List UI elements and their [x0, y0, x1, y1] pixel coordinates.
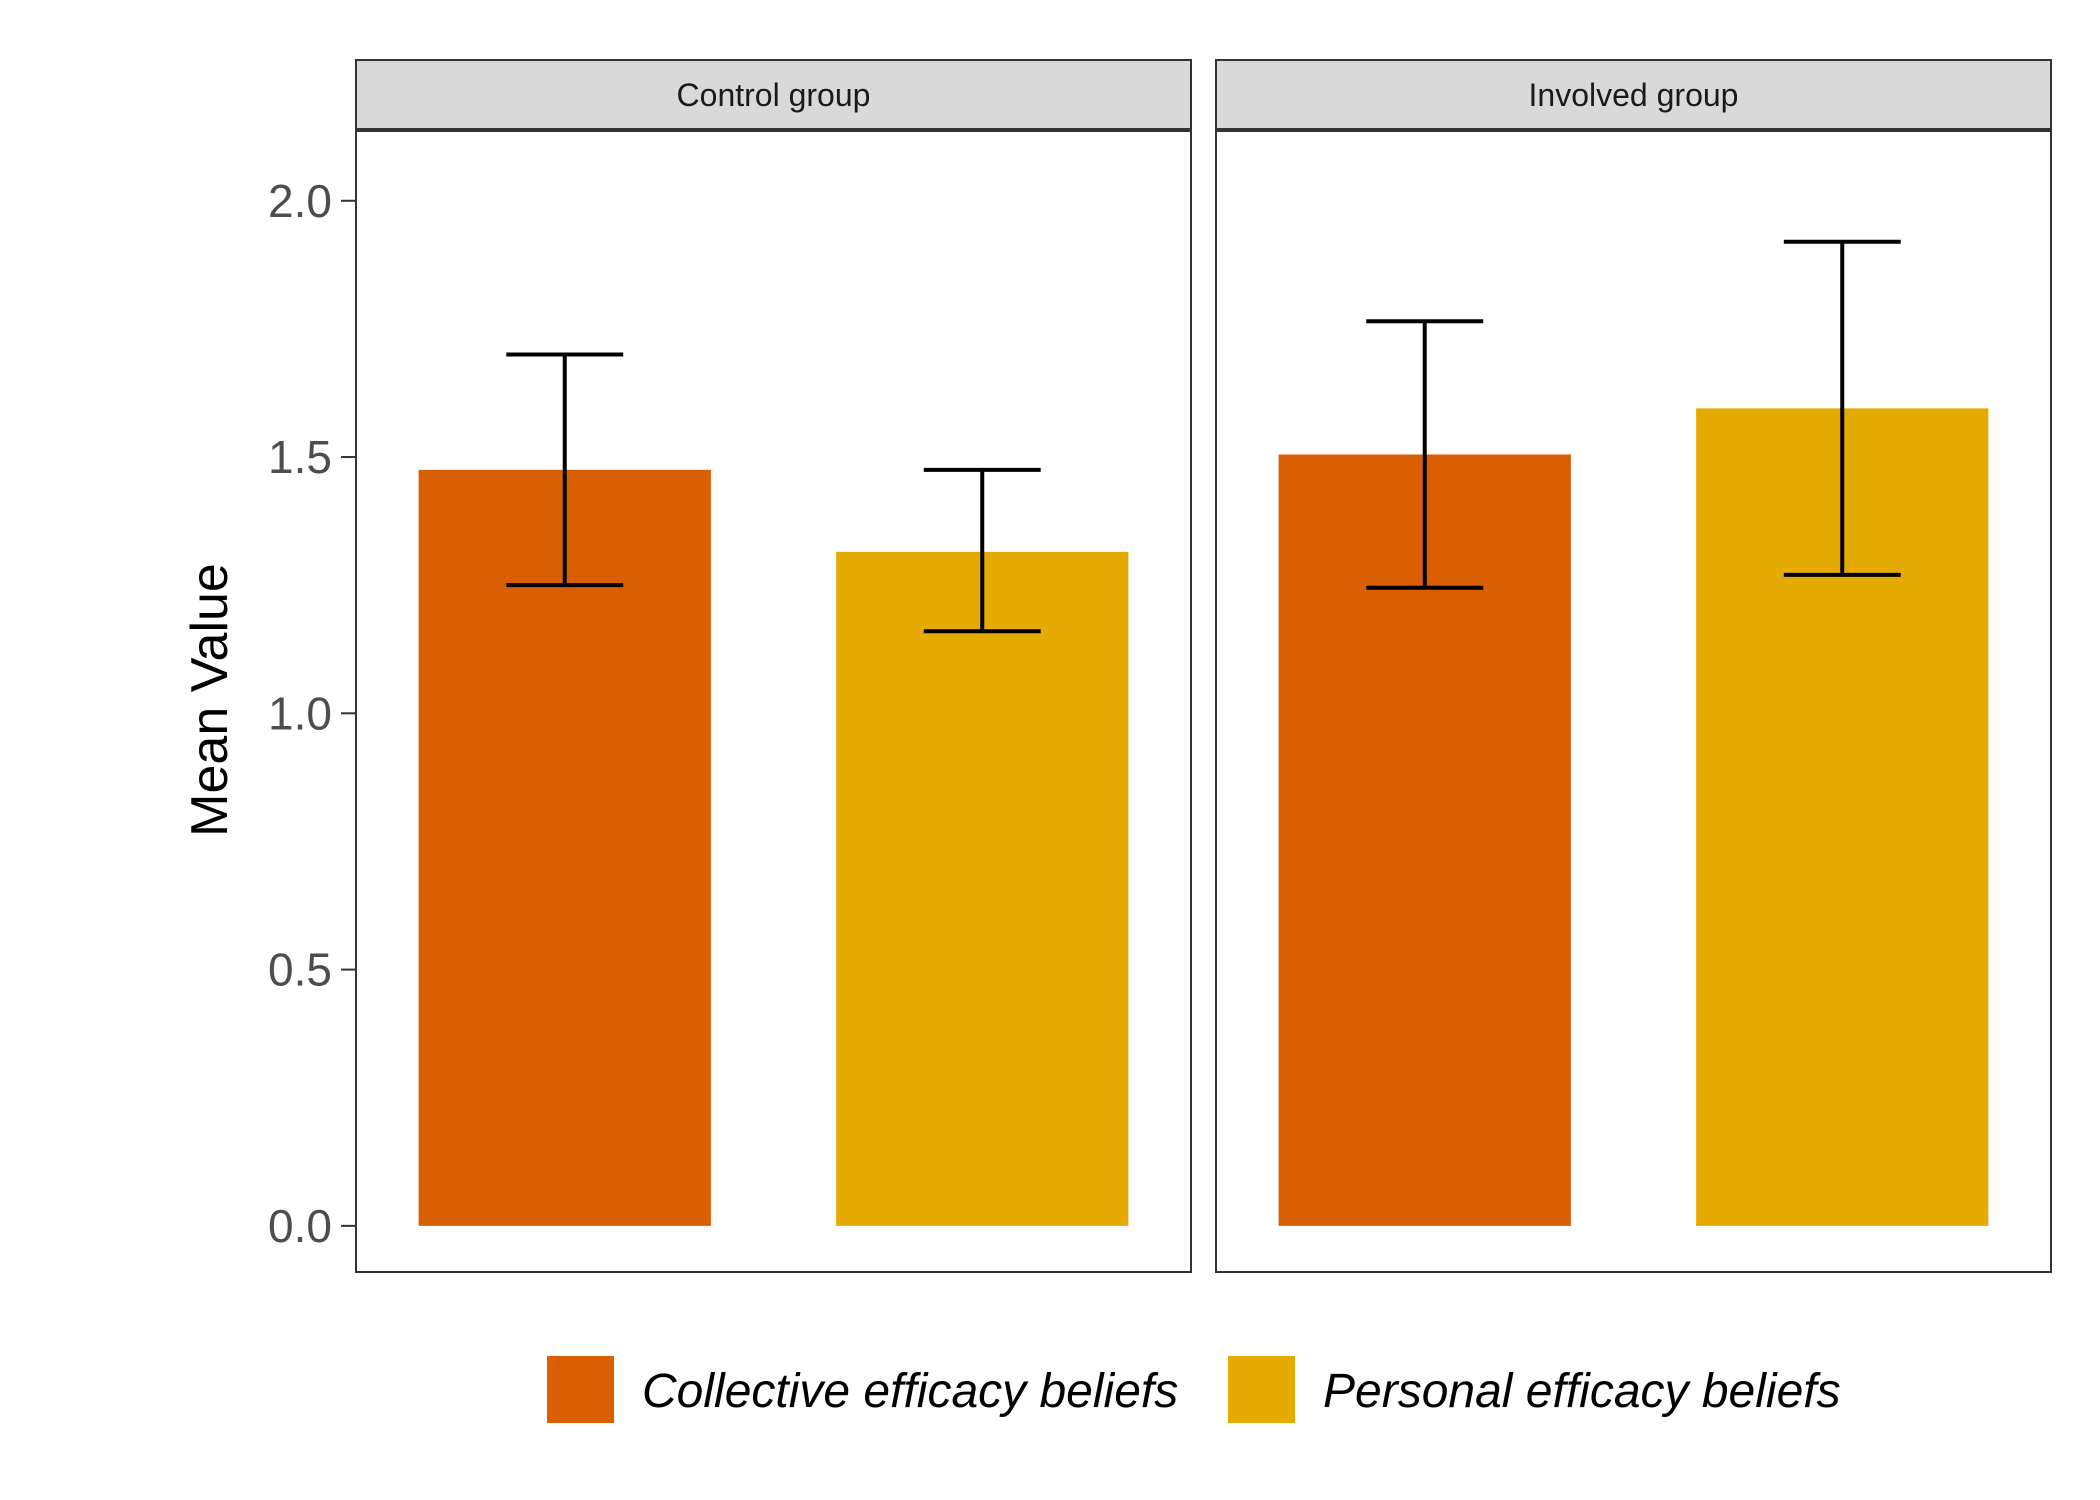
facet-panel: Control group	[356, 60, 1191, 1272]
legend-item: Personal efficacy beliefs	[1228, 1356, 1841, 1423]
facet-strip-label: Control group	[677, 77, 871, 113]
facet-panels: Control group Involved group	[356, 60, 2051, 1272]
legend-swatch	[1228, 1356, 1295, 1423]
facet-panel: Involved group	[1216, 60, 2051, 1272]
y-tick-label: 1.0	[268, 687, 332, 739]
bar	[836, 552, 1128, 1226]
legend-item: Collective efficacy beliefs	[547, 1356, 1178, 1423]
y-tick-label: 0.0	[268, 1200, 332, 1252]
y-tick-label: 1.5	[268, 431, 332, 483]
legend-label: Collective efficacy beliefs	[642, 1365, 1178, 1418]
y-tick-label: 0.5	[268, 944, 332, 996]
legend: Collective efficacy beliefs Personal effi…	[547, 1356, 1841, 1423]
legend-label: Personal efficacy beliefs	[1323, 1365, 1841, 1418]
y-axis-label: Mean Value	[181, 563, 239, 837]
y-axis: 0.0 0.5 1.0 1.5 2.0	[268, 175, 356, 1252]
y-tick-label: 2.0	[268, 175, 332, 227]
legend-swatch	[547, 1356, 614, 1423]
facet-strip-label: Involved group	[1529, 77, 1739, 113]
